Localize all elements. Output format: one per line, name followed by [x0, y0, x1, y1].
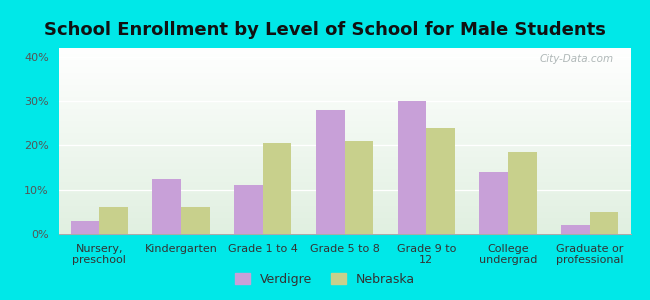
Bar — [71, 221, 99, 234]
Bar — [234, 185, 263, 234]
Bar — [508, 152, 536, 234]
Text: City-Data.com: City-Data.com — [540, 54, 614, 64]
Bar — [479, 172, 508, 234]
Bar — [344, 141, 373, 234]
Legend: Verdigre, Nebraska: Verdigre, Nebraska — [230, 268, 420, 291]
Bar — [263, 143, 291, 234]
Bar — [153, 178, 181, 234]
Bar — [590, 212, 618, 234]
Bar — [181, 207, 210, 234]
Bar — [561, 225, 590, 234]
Text: School Enrollment by Level of School for Male Students: School Enrollment by Level of School for… — [44, 21, 606, 39]
Bar — [99, 207, 128, 234]
Bar — [398, 101, 426, 234]
Bar — [426, 128, 455, 234]
Bar — [316, 110, 344, 234]
